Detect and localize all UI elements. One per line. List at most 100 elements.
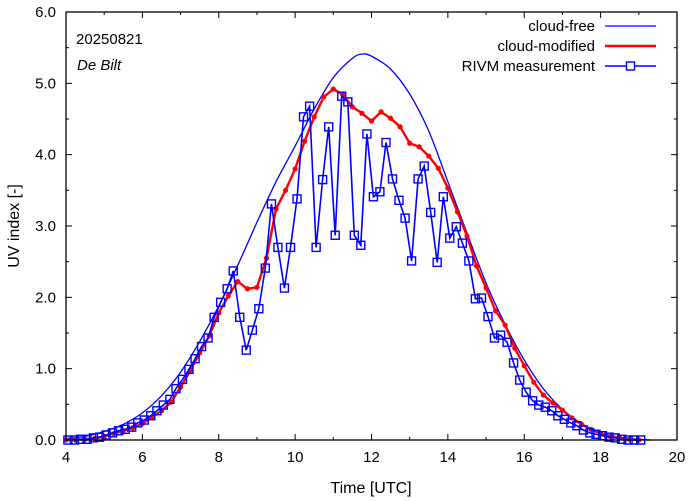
date-annotation: 20250821 <box>76 31 143 48</box>
measurement-point <box>591 429 601 439</box>
measurement-point <box>387 174 398 184</box>
measurement-point <box>75 434 86 444</box>
measurement-point <box>547 406 557 416</box>
measurement-point <box>476 293 487 303</box>
y-tick-label: 0.0 <box>35 432 56 449</box>
cloud-modified-point <box>330 86 336 92</box>
cloud-modified-point <box>521 363 527 369</box>
measurement-point <box>101 430 111 440</box>
cloud-modified-point <box>292 166 298 172</box>
y-tick-label: 2.0 <box>35 289 56 306</box>
cloud-modified-point <box>540 392 546 398</box>
measurement-point <box>292 194 302 204</box>
measurement-point <box>260 263 271 273</box>
measurement-point <box>324 122 334 132</box>
measurement-point <box>120 424 130 434</box>
cloud-modified-point <box>464 233 470 239</box>
measurement-point <box>330 230 340 240</box>
measurement-point <box>521 387 531 397</box>
cloud-modified-point <box>321 94 327 100</box>
x-tick-label: 8 <box>215 449 223 466</box>
measurement-point <box>566 418 576 428</box>
x-tick-label: 14 <box>440 449 457 466</box>
measurement-point <box>451 222 461 232</box>
measurement-point <box>82 434 92 444</box>
measurement-point <box>375 187 385 197</box>
x-axis-label: Time [UTC] <box>330 480 411 497</box>
measurement-point <box>184 364 194 375</box>
measurement-point <box>235 312 245 323</box>
measurement-point <box>578 425 589 435</box>
cloud-modified-point <box>493 308 499 314</box>
measurement-point <box>470 294 481 304</box>
measurement-point <box>368 192 379 202</box>
cloud-modified-point <box>454 209 461 215</box>
cloud-modified-point <box>397 124 403 130</box>
measurement-point <box>241 345 251 355</box>
legend: cloud-free cloud-modified RIVM measureme… <box>462 18 656 75</box>
measurement-point <box>228 266 238 276</box>
y-tick-label: 5.0 <box>35 75 56 92</box>
cloud-modified-point <box>426 153 432 159</box>
cloud-modified-point <box>550 400 556 406</box>
measurement-point <box>362 129 372 139</box>
measurement-point <box>203 333 213 343</box>
measurement-point <box>381 137 391 148</box>
measurement-point <box>165 394 175 405</box>
measurement-line <box>67 94 641 441</box>
legend-item-cloud-free: cloud-free <box>528 18 656 35</box>
measurement-point <box>311 242 321 253</box>
cloud-modified-points <box>63 86 642 443</box>
location-annotation: De Bilt <box>77 57 122 74</box>
series-layer <box>63 53 651 445</box>
cloud-free-line <box>65 53 651 441</box>
y-tick-label: 1.0 <box>35 361 56 378</box>
measurement-point <box>534 400 544 410</box>
measurement-point <box>356 240 366 250</box>
measurement-point <box>152 406 162 416</box>
x-tick-label: 16 <box>516 449 533 466</box>
x-tick-label: 4 <box>62 449 70 466</box>
measurement-point <box>133 418 143 428</box>
measurement-point <box>88 433 99 443</box>
cloud-modified-point <box>282 187 289 193</box>
measurement-point <box>273 242 283 253</box>
measurement-point <box>317 174 328 185</box>
measurement-point <box>215 297 226 308</box>
cloud-modified-point <box>235 279 241 285</box>
measurement-point <box>196 341 207 352</box>
cloud-modified-line <box>66 87 639 442</box>
cloud-modified-point <box>311 114 317 120</box>
cloud-modified-point <box>244 286 250 292</box>
cloud-modified-point <box>387 115 394 121</box>
axis-ticks <box>65 11 678 441</box>
measurement-point <box>604 432 614 442</box>
legend-label-measurement: RIVM measurement <box>462 58 596 75</box>
cloud-modified-point <box>473 263 480 269</box>
measurement-point <box>190 353 200 364</box>
measurement-point <box>285 242 296 253</box>
legend-item-measurement: RIVM measurement <box>462 58 656 75</box>
x-tick-label: 6 <box>138 449 146 466</box>
measurement-point <box>279 283 290 293</box>
cloud-modified-point <box>416 144 422 150</box>
cloud-modified-point <box>368 118 375 124</box>
measurement-point <box>514 375 525 385</box>
plot-frame <box>65 11 678 441</box>
measurement-point <box>585 428 595 438</box>
cloud-modified-point <box>378 109 384 115</box>
x-tick-label: 20 <box>669 449 686 466</box>
measurement-point <box>343 97 353 107</box>
cloud-modified-point <box>483 285 489 291</box>
measurement-point <box>304 101 315 111</box>
measurement-point <box>616 434 627 444</box>
measurement-point <box>406 256 417 266</box>
y-tick-label: 4.0 <box>35 147 56 164</box>
measurement-point <box>107 428 118 438</box>
measurement-point <box>209 312 219 323</box>
measurement-point <box>171 383 181 394</box>
tick-labels: 4 6 8 10 12 14 16 18 20 0.0 1.0 2.0 3.0 4.0 5.0 6.0 <box>35 4 685 466</box>
cloud-modified-point <box>225 293 231 299</box>
measurement-point <box>394 195 404 206</box>
